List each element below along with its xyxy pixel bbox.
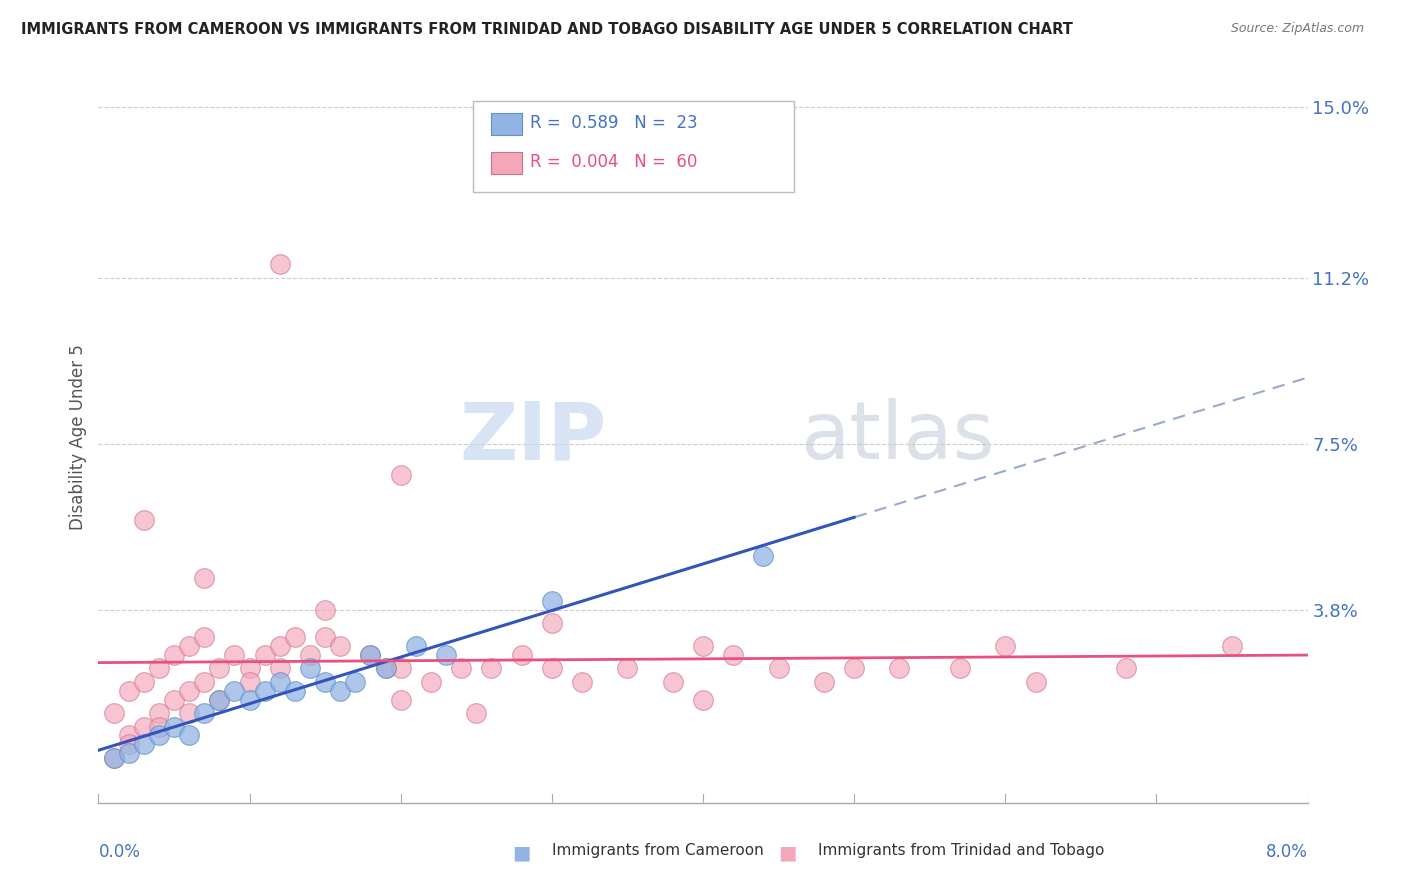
Point <box>692 692 714 706</box>
Point <box>510 648 533 662</box>
Text: IMMIGRANTS FROM CAMEROON VS IMMIGRANTS FROM TRINIDAD AND TOBAGO DISABILITY AGE U: IMMIGRANTS FROM CAMEROON VS IMMIGRANTS F… <box>21 22 1073 37</box>
Point <box>269 674 291 689</box>
Point <box>329 683 352 698</box>
Point <box>269 639 291 653</box>
Point <box>239 661 262 675</box>
Point <box>299 661 322 675</box>
Point <box>389 661 412 675</box>
Point <box>163 719 186 733</box>
Point <box>148 661 170 675</box>
Point <box>1025 674 1047 689</box>
Text: ZIP: ZIP <box>458 398 606 476</box>
Point <box>540 616 562 631</box>
Point <box>405 639 427 653</box>
Point <box>299 648 322 662</box>
Point <box>163 692 186 706</box>
Point <box>103 751 125 765</box>
Point <box>616 661 638 675</box>
Point <box>994 639 1017 653</box>
Bar <box>492 152 522 174</box>
Point <box>571 674 593 689</box>
Point <box>450 661 472 675</box>
Point <box>314 603 336 617</box>
Point <box>148 706 170 720</box>
Bar <box>492 113 522 135</box>
Point <box>949 661 972 675</box>
Point <box>481 661 503 675</box>
Point <box>465 706 488 720</box>
Point <box>224 683 246 698</box>
Point <box>239 674 262 689</box>
Point <box>752 549 775 563</box>
Text: Source: ZipAtlas.com: Source: ZipAtlas.com <box>1230 22 1364 36</box>
Text: ■: ■ <box>512 843 531 862</box>
Point <box>389 468 412 483</box>
Point <box>360 648 382 662</box>
Point <box>344 674 367 689</box>
Point <box>179 729 201 743</box>
Point <box>208 692 231 706</box>
Point <box>208 661 231 675</box>
Point <box>163 648 186 662</box>
Point <box>118 738 141 752</box>
Point <box>540 594 562 608</box>
Point <box>314 630 336 644</box>
Point <box>103 751 125 765</box>
Point <box>360 648 382 662</box>
Point <box>284 683 307 698</box>
Text: Immigrants from Cameroon: Immigrants from Cameroon <box>551 843 763 858</box>
Point <box>269 257 291 271</box>
Point <box>224 648 246 662</box>
Point <box>193 571 215 585</box>
Point <box>269 661 291 675</box>
Point <box>374 661 396 675</box>
Point <box>118 729 141 743</box>
Point <box>193 706 215 720</box>
Point <box>239 692 262 706</box>
Point <box>434 648 457 662</box>
Point <box>284 630 307 644</box>
Point <box>148 729 170 743</box>
Point <box>813 674 835 689</box>
Text: Immigrants from Trinidad and Tobago: Immigrants from Trinidad and Tobago <box>818 843 1104 858</box>
Point <box>179 683 201 698</box>
Point <box>389 692 412 706</box>
Point <box>540 661 562 675</box>
Point <box>179 706 201 720</box>
Point <box>768 661 790 675</box>
Point <box>118 683 141 698</box>
Point <box>723 648 745 662</box>
Text: atlas: atlas <box>800 398 994 476</box>
Point <box>208 692 231 706</box>
Point <box>1220 639 1243 653</box>
Text: R =  0.004   N =  60: R = 0.004 N = 60 <box>530 153 697 171</box>
Point <box>148 719 170 733</box>
Point <box>420 674 443 689</box>
Text: R =  0.589   N =  23: R = 0.589 N = 23 <box>530 114 697 132</box>
Point <box>374 661 396 675</box>
Y-axis label: Disability Age Under 5: Disability Age Under 5 <box>69 344 87 530</box>
Point <box>314 674 336 689</box>
Point <box>132 674 155 689</box>
Point <box>889 661 911 675</box>
Point <box>1115 661 1137 675</box>
Text: 8.0%: 8.0% <box>1265 843 1308 861</box>
Point <box>132 738 155 752</box>
Point <box>103 706 125 720</box>
Point <box>692 639 714 653</box>
Point <box>844 661 866 675</box>
Point <box>193 674 215 689</box>
Point <box>253 648 276 662</box>
Point <box>179 639 201 653</box>
Point <box>661 674 683 689</box>
Point <box>193 630 215 644</box>
Point <box>132 719 155 733</box>
Text: ■: ■ <box>779 843 797 862</box>
Text: 0.0%: 0.0% <box>98 843 141 861</box>
FancyBboxPatch shape <box>474 101 793 192</box>
Point <box>253 683 276 698</box>
Point <box>132 513 155 527</box>
Point <box>118 747 141 761</box>
Point <box>329 639 352 653</box>
